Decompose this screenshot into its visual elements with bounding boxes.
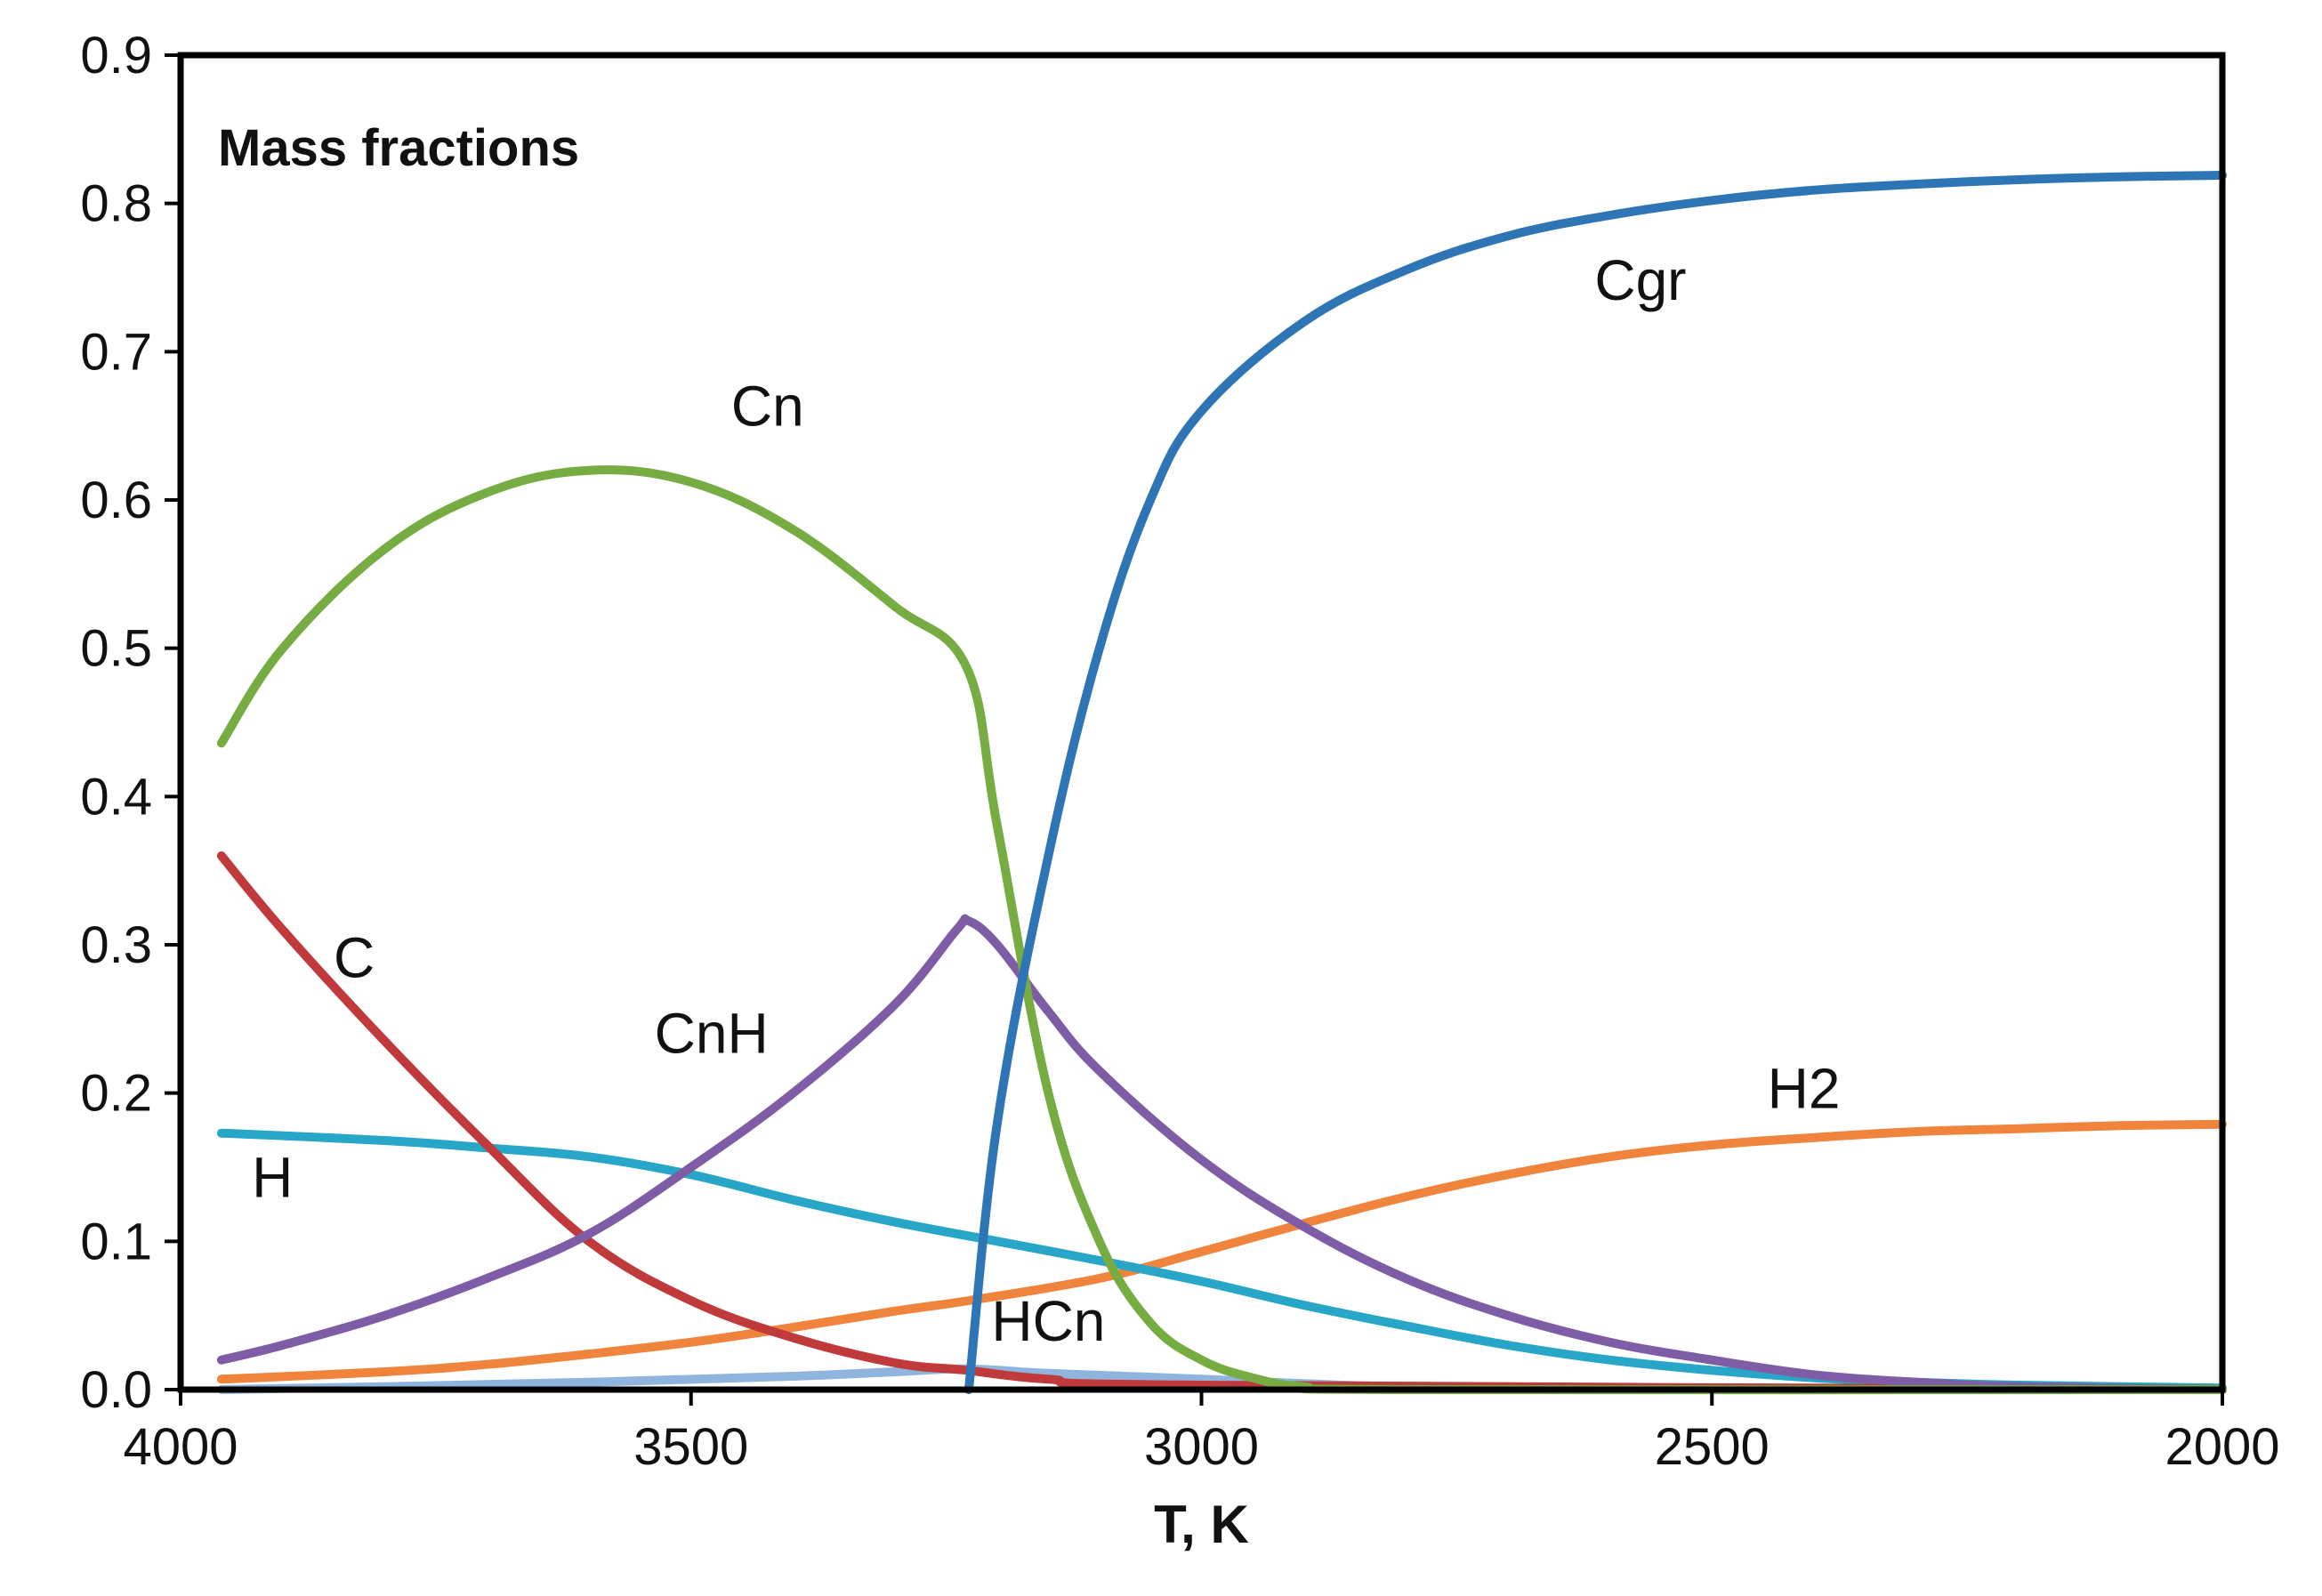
series-label-cgr: Cgr	[1594, 248, 1686, 312]
series-line-cgr	[963, 171, 2227, 1394]
series-label-c: C	[334, 926, 375, 990]
y-tick-label: 0.7	[80, 323, 152, 381]
y-tick-label: 0.5	[80, 620, 152, 678]
y-tick-label: 0.0	[80, 1361, 152, 1419]
series-label-cnh: CnH	[655, 1002, 769, 1066]
series-line-cnh	[216, 914, 2227, 1394]
x-axis-title: T, K	[1154, 1495, 1249, 1554]
y-tick-label: 0.8	[80, 175, 152, 233]
series-labels: Cgr Cn C CnH H2 H HCn	[252, 248, 1840, 1353]
x-tick-label: 2500	[1655, 1418, 1770, 1476]
x-tick-label: 3000	[1144, 1418, 1259, 1476]
x-tick-label: 3500	[633, 1418, 748, 1476]
series-label-cn: Cn	[731, 375, 804, 439]
y-tick-label: 0.4	[80, 768, 152, 826]
series-label-h2: H2	[1768, 1056, 1841, 1120]
x-tick-label: 4000	[123, 1418, 238, 1476]
y-tick-label: 0.9	[80, 27, 152, 85]
series-line-h2	[216, 1119, 2227, 1384]
series-label-h: H	[252, 1145, 293, 1209]
y-tick-label: 0.1	[80, 1213, 152, 1270]
y-tick-label: 0.6	[80, 472, 152, 529]
axis-ticks: 0.0 0.1 0.2 0.3 0.4 0.5 0.6 0.7 0.8 0.9 4000 3500 30…	[80, 27, 2279, 1476]
chart-title: Mass fractions	[218, 119, 579, 177]
x-tick-label: 2000	[2165, 1418, 2279, 1476]
series-label-hcn: HCn	[991, 1289, 1105, 1353]
y-tick-label: 0.3	[80, 916, 152, 974]
series-layer	[216, 171, 2227, 1395]
y-tick-label: 0.2	[80, 1065, 152, 1123]
